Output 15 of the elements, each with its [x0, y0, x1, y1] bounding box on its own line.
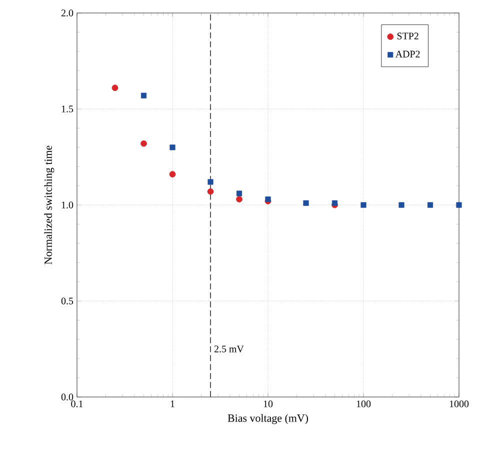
- y-tick-label: 1.5: [62, 106, 74, 112]
- y-tick-label: 1.0: [62, 202, 74, 208]
- y-axis-title: Normalized switching time: [44, 146, 54, 264]
- legend-label: ADP2: [395, 50, 420, 58]
- x-tick-label: 0.1: [71, 400, 83, 408]
- y-tick-label: 0.5: [61, 298, 74, 304]
- x-tick-label: 100: [356, 400, 371, 408]
- y-tick-label: 2.0: [61, 10, 74, 16]
- legend-label: STP2: [397, 32, 418, 40]
- x-tick-label: 1000: [450, 400, 469, 408]
- ref-line-label: 2.5 mV: [214, 346, 244, 352]
- x-tick-label: 1: [170, 400, 174, 408]
- x-axis-title: Bias voltage (mV): [228, 414, 308, 424]
- y-tick-label: 0.0: [61, 394, 74, 400]
- x-tick-label: 10: [264, 400, 273, 408]
